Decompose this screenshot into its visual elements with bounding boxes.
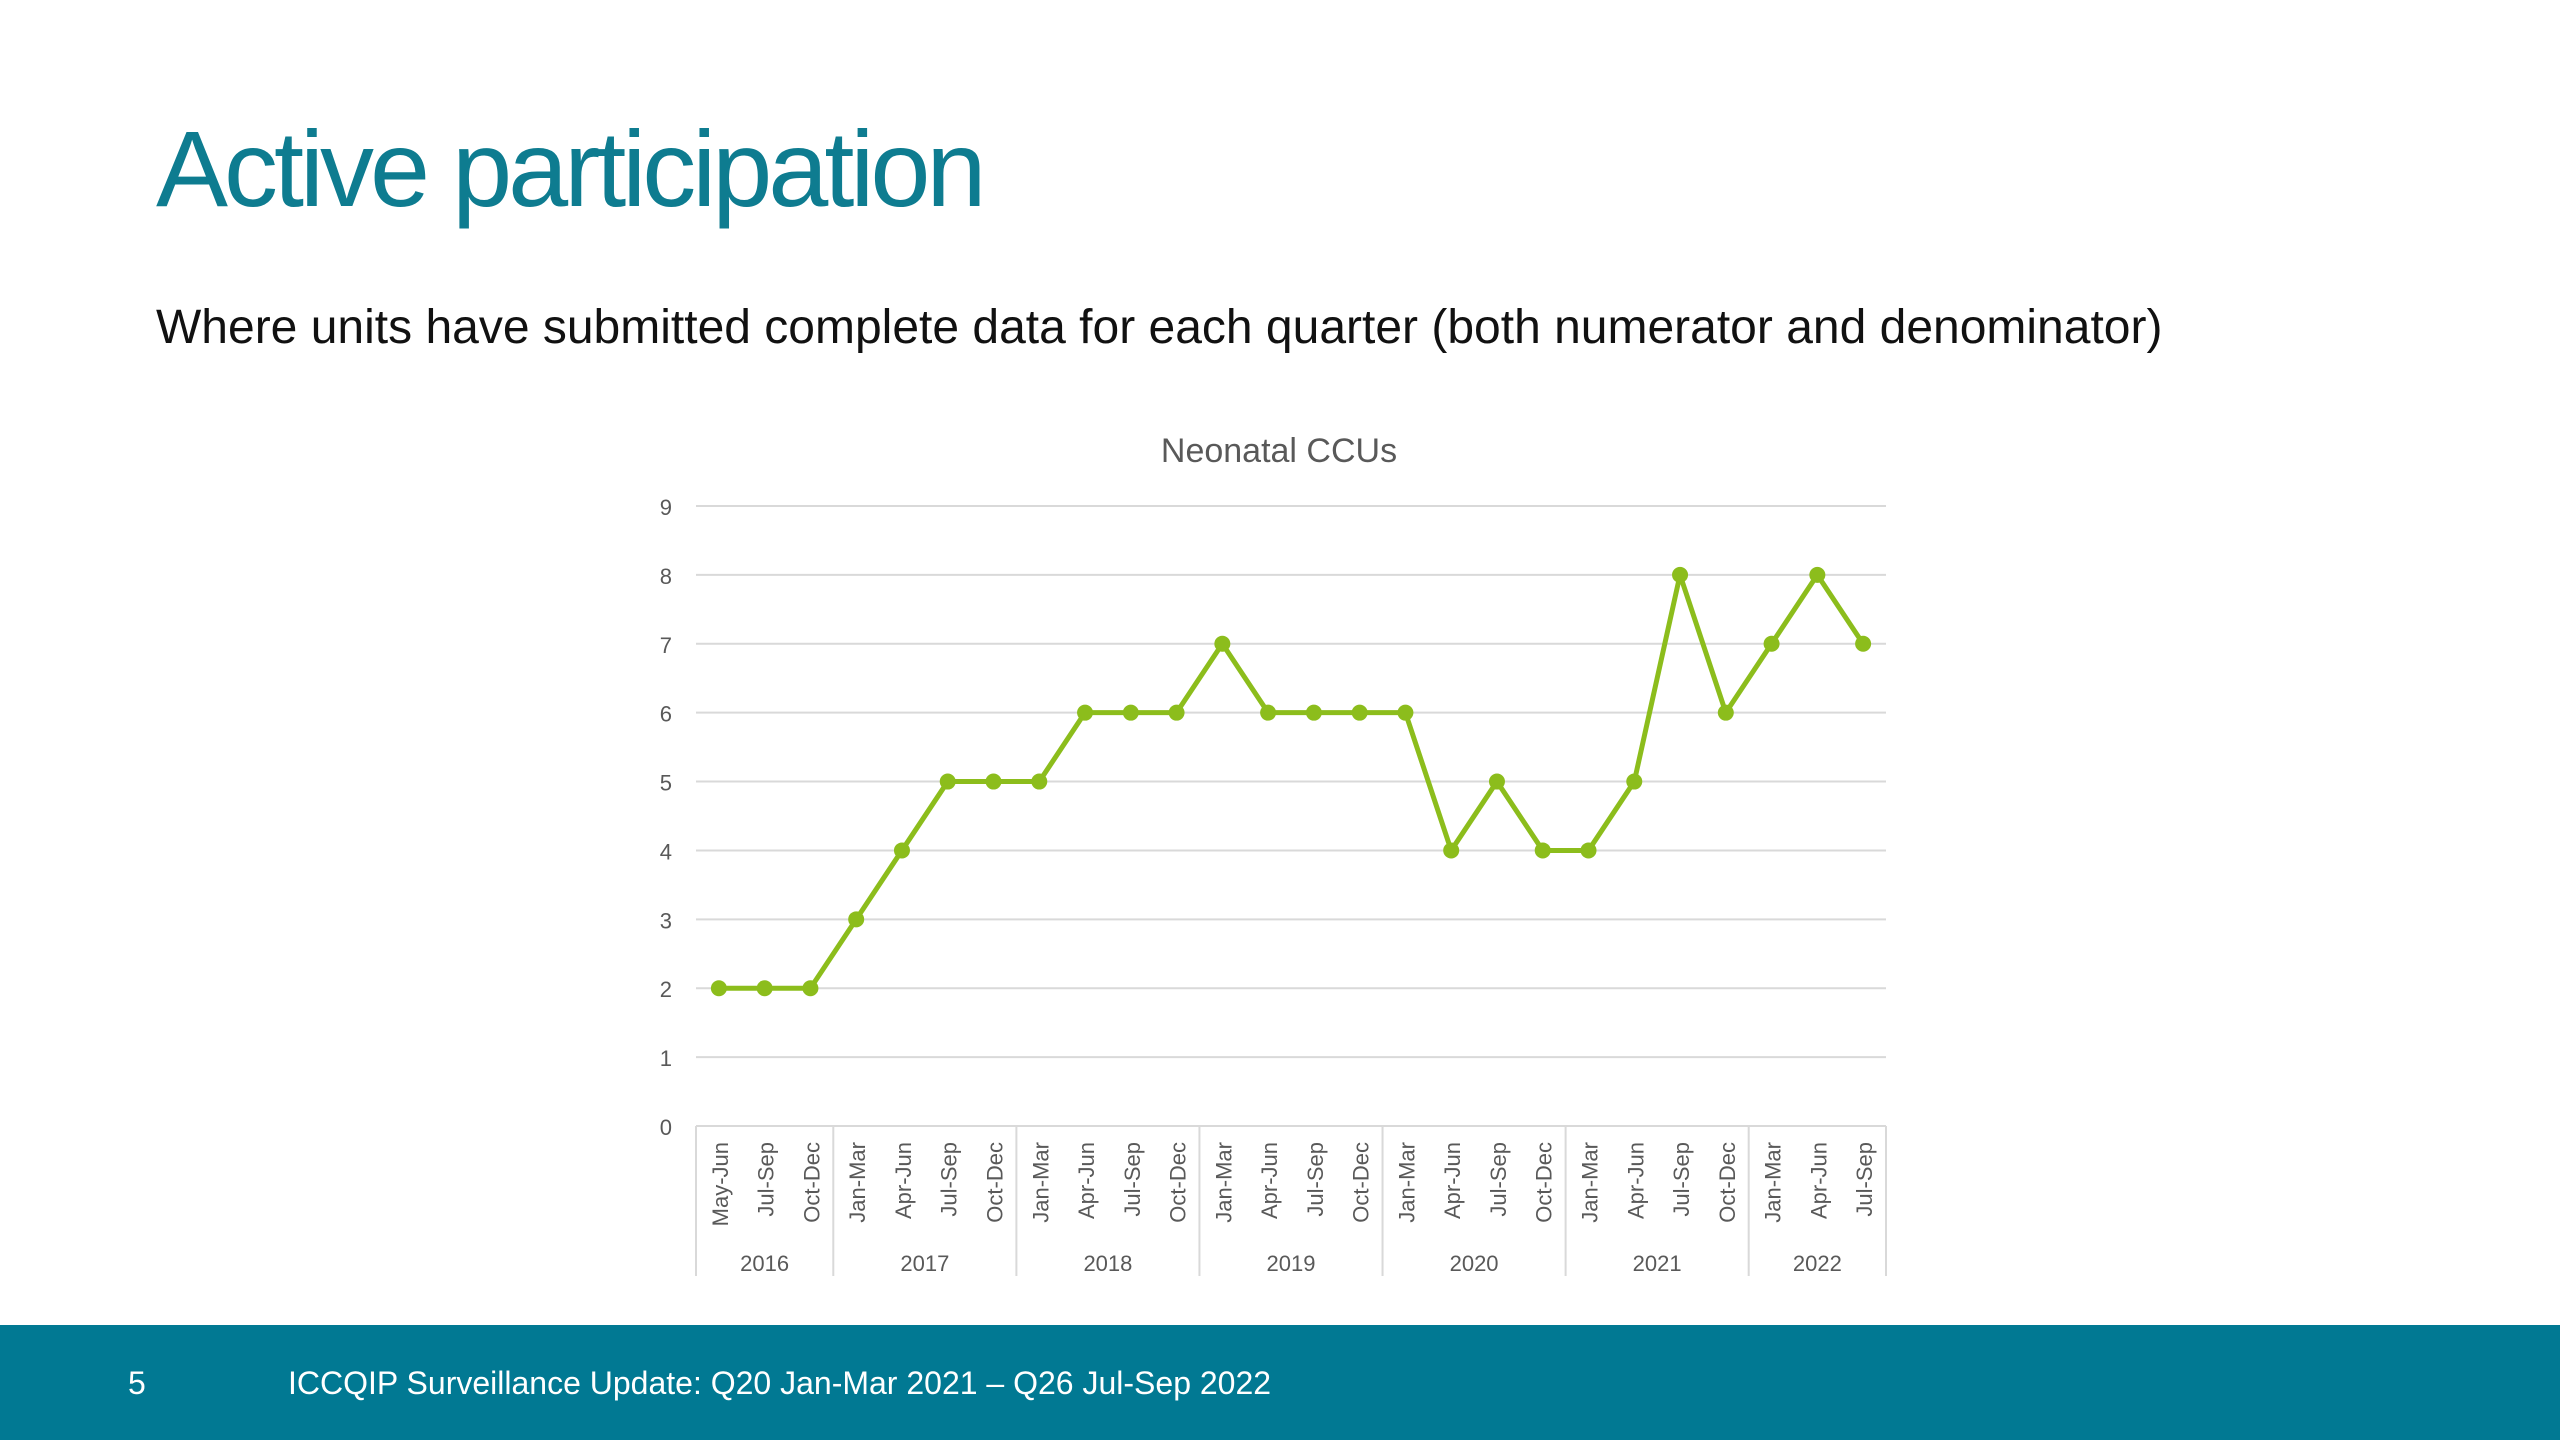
- y-tick-label: 4: [660, 839, 672, 864]
- data-point: [802, 980, 819, 997]
- data-point: [1260, 704, 1277, 721]
- x-group-label: 2019: [1267, 1251, 1316, 1276]
- data-point: [1122, 704, 1139, 721]
- data-point: [1168, 704, 1185, 721]
- data-point: [1580, 842, 1597, 859]
- x-group-label: 2022: [1793, 1251, 1842, 1276]
- data-point: [1534, 842, 1551, 859]
- data-point: [1351, 704, 1368, 721]
- x-tick-label: Apr-Jun: [891, 1142, 916, 1219]
- page-subtitle: Where units have submitted complete data…: [156, 301, 2163, 354]
- data-point: [1763, 635, 1780, 652]
- x-tick-label: Oct-Dec: [1715, 1142, 1740, 1223]
- x-tick-label: Oct-Dec: [1349, 1142, 1374, 1223]
- footer-caption: ICCQIP Surveillance Update: Q20 Jan-Mar …: [288, 1365, 1272, 1401]
- x-group-label: 2021: [1633, 1251, 1682, 1276]
- x-tick-label: Apr-Jun: [1074, 1142, 1099, 1219]
- page-title: Active participation: [156, 108, 986, 229]
- data-point: [756, 980, 773, 997]
- data-point: [1214, 635, 1231, 652]
- x-tick-label: Jul-Sep: [1303, 1142, 1328, 1217]
- data-point: [1672, 566, 1689, 583]
- data-point: [893, 842, 910, 859]
- x-group-label: 2018: [1083, 1251, 1132, 1276]
- chart-title: Neonatal CCUs: [1161, 432, 1397, 470]
- data-point: [1717, 704, 1734, 721]
- data-point: [1855, 635, 1872, 652]
- x-tick-label: Jul-Sep: [1852, 1142, 1877, 1217]
- footer-bar: 5 ICCQIP Surveillance Update: Q20 Jan-Ma…: [0, 1325, 2560, 1440]
- x-tick-label: Jan-Mar: [1394, 1142, 1419, 1223]
- x-tick-label: Jan-Mar: [1211, 1142, 1236, 1223]
- y-tick-label: 0: [660, 1115, 672, 1140]
- page-number: 5: [128, 1365, 146, 1401]
- x-tick-label: Jul-Sep: [754, 1142, 779, 1217]
- y-tick-label: 9: [660, 495, 672, 520]
- data-point: [848, 911, 865, 928]
- x-tick-label: Jan-Mar: [1028, 1142, 1053, 1223]
- data-point: [1809, 566, 1826, 583]
- x-tick-label: Oct-Dec: [1166, 1142, 1191, 1223]
- x-tick-label: Jul-Sep: [1486, 1142, 1511, 1217]
- x-tick-label: Jan-Mar: [845, 1142, 870, 1223]
- y-tick-label: 8: [660, 564, 672, 589]
- x-group-label: 2017: [900, 1251, 949, 1276]
- series-line: [716, 572, 1866, 991]
- x-tick-label: Apr-Jun: [1623, 1142, 1648, 1219]
- x-tick-label: Jan-Mar: [1578, 1142, 1603, 1223]
- y-tick-label: 7: [660, 633, 672, 658]
- y-tick-label: 6: [660, 702, 672, 727]
- x-tick-label: Oct-Dec: [1532, 1142, 1557, 1223]
- data-point: [1488, 773, 1505, 790]
- y-tick-label: 5: [660, 771, 672, 796]
- x-tick-label: Oct-Dec: [799, 1142, 824, 1223]
- x-tick-label: Jul-Sep: [1120, 1142, 1145, 1217]
- data-point: [710, 980, 727, 997]
- x-group-label: 2016: [740, 1251, 789, 1276]
- x-tick-label: May-Jun: [708, 1142, 733, 1226]
- y-tick-label: 2: [660, 977, 672, 1002]
- data-point: [985, 773, 1002, 790]
- line-chart: Neonatal CCUs 0 1 2 3 4 5 6 7 8 9 May-Jun Jul-Sep Oc…: [660, 432, 1887, 1276]
- x-tick-label: Jul-Sep: [937, 1142, 962, 1217]
- x-group-label: 2020: [1450, 1251, 1499, 1276]
- y-tick-label: 1: [660, 1046, 672, 1071]
- data-point: [1305, 704, 1322, 721]
- x-tick-label: Apr-Jun: [1257, 1142, 1282, 1219]
- data-point: [1031, 773, 1048, 790]
- x-tick-label: Apr-Jun: [1806, 1142, 1831, 1219]
- data-point: [1077, 704, 1094, 721]
- data-point: [1626, 773, 1643, 790]
- x-tick-label: Oct-Dec: [983, 1142, 1008, 1223]
- x-tick-label: Jan-Mar: [1761, 1142, 1786, 1223]
- x-tick-label: Jul-Sep: [1669, 1142, 1694, 1217]
- data-point: [1397, 704, 1414, 721]
- data-point: [939, 773, 956, 790]
- y-tick-label: 3: [660, 908, 672, 933]
- x-tick-label: Apr-Jun: [1440, 1142, 1465, 1219]
- data-point: [1443, 842, 1460, 859]
